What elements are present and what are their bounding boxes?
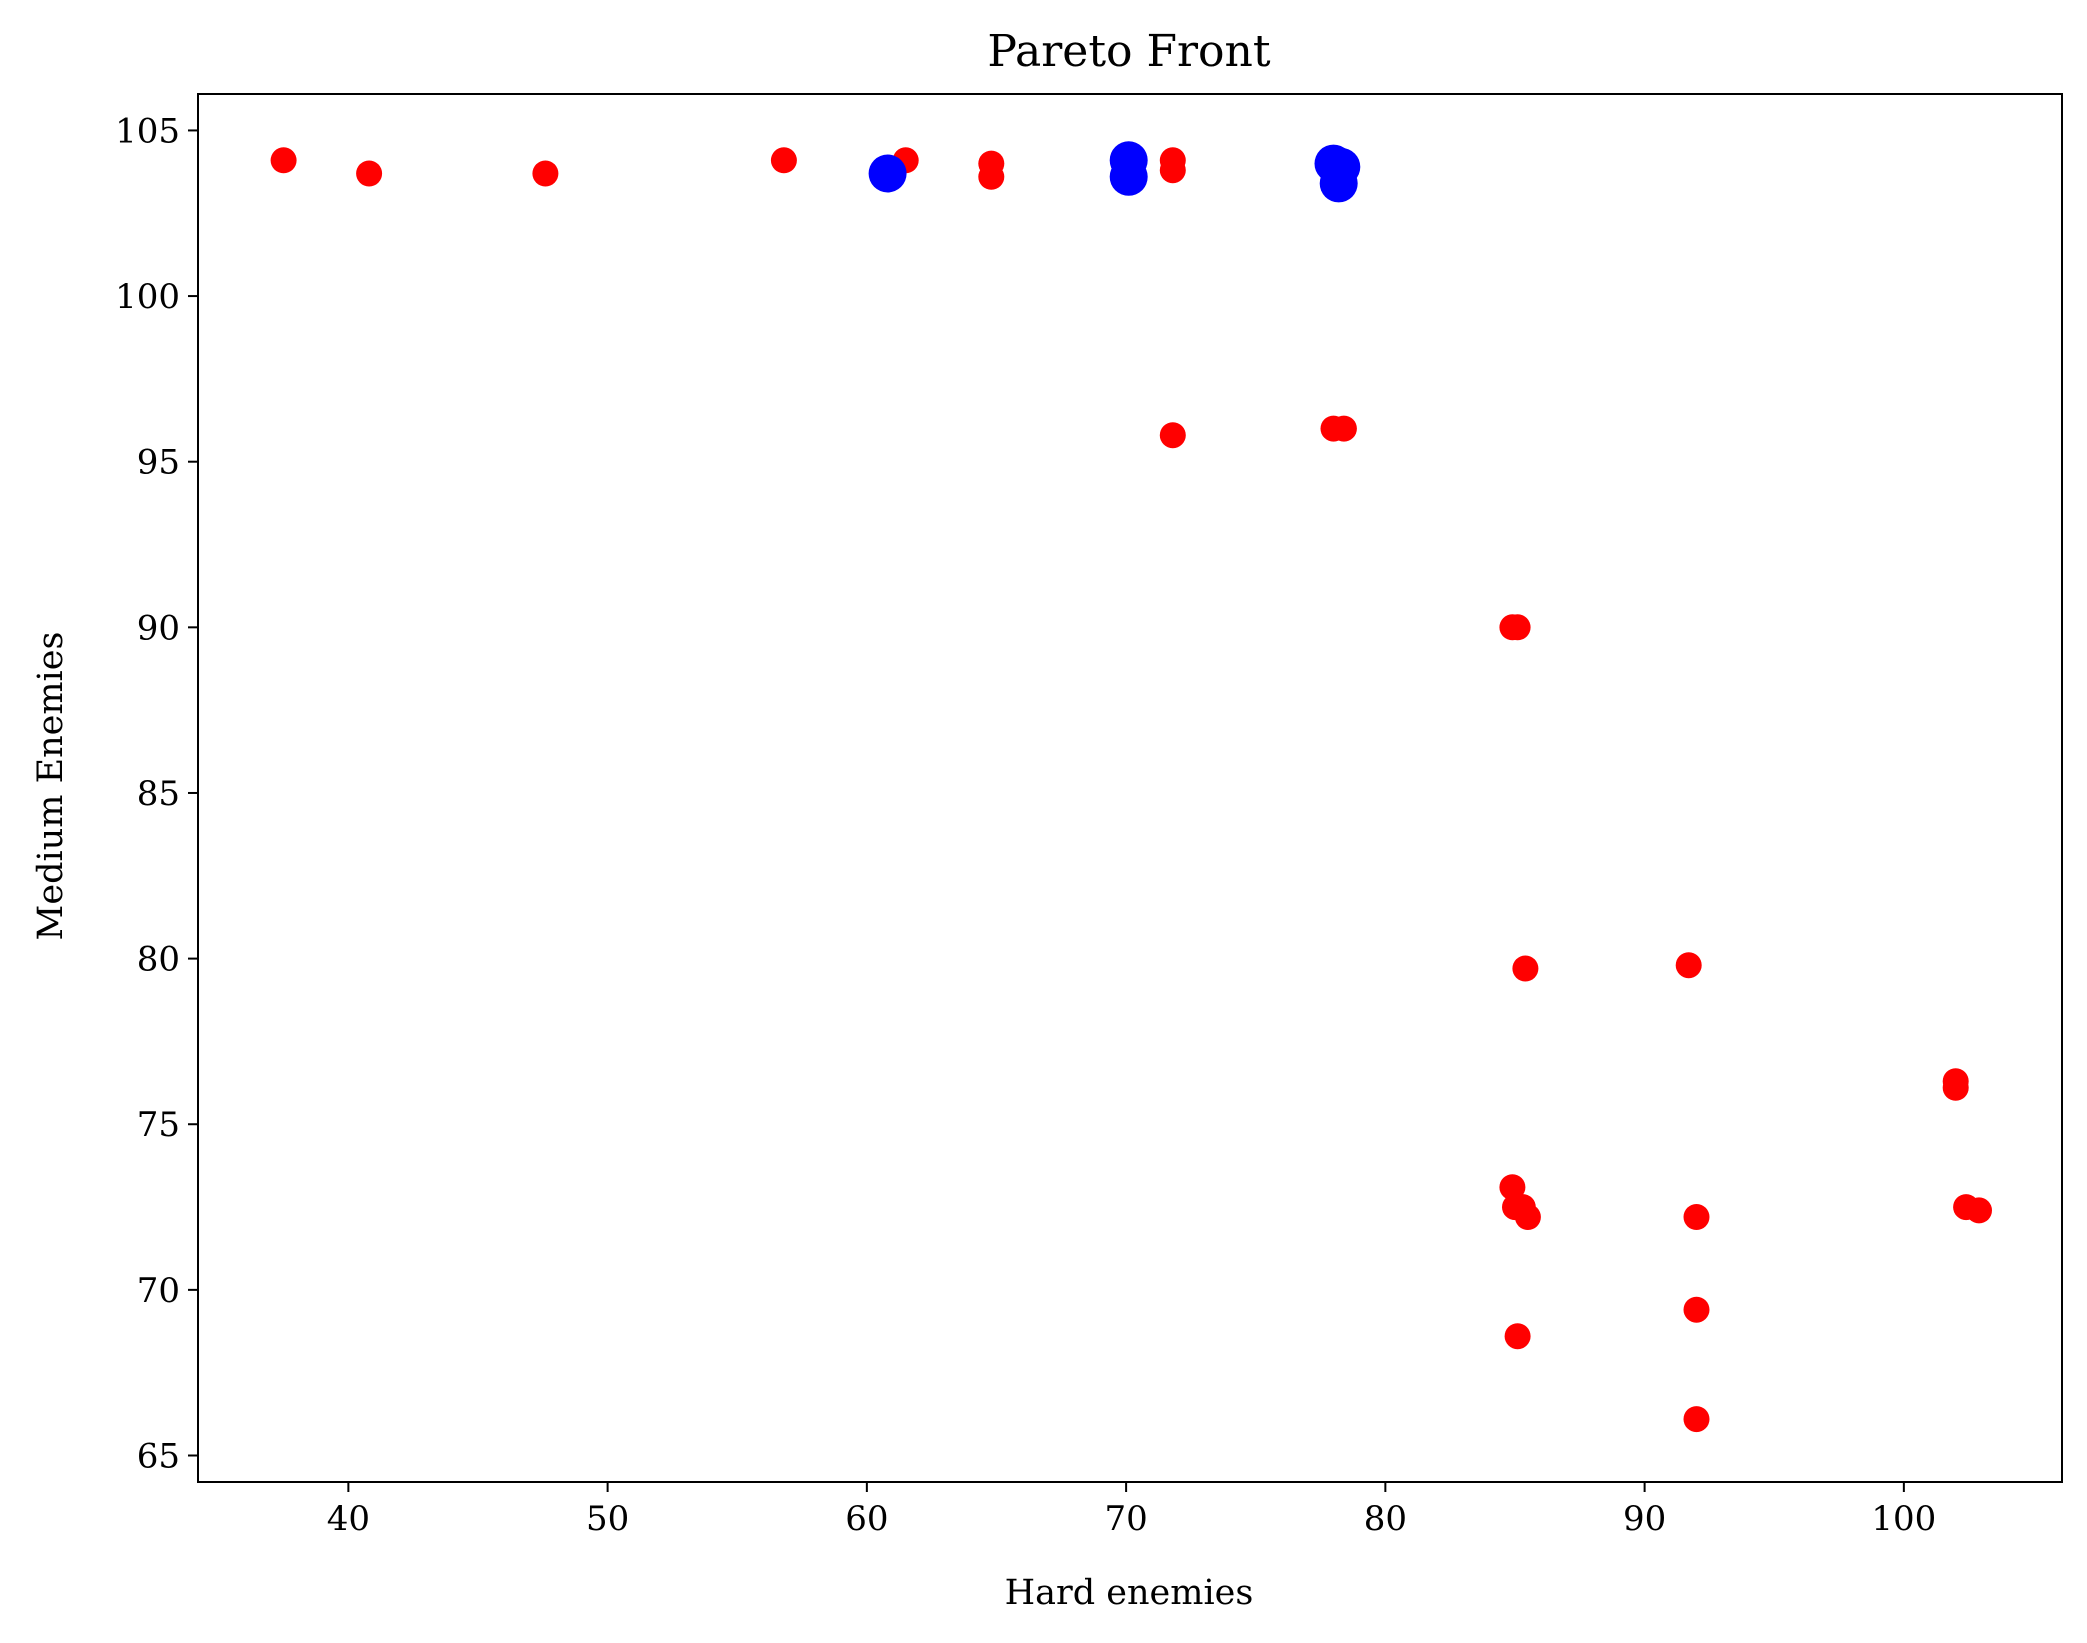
y-tick-label: 80 [137,940,180,980]
x-tick-label: 60 [845,1499,888,1539]
data-point-red [1675,952,1702,979]
x-tick-label: 50 [586,1499,629,1539]
y-tick-label: 90 [137,608,180,648]
data-point-red [1499,1174,1526,1201]
data-point-red [1966,1197,1992,1224]
data-point-red [978,163,1005,190]
chart-title: Pareto Front [987,26,1270,77]
x-tick-label: 100 [1871,1499,1936,1539]
y-tick-label: 105 [115,111,180,151]
data-point-red [770,147,797,174]
x-tick-label: 90 [1623,1499,1666,1539]
data-point-red [1942,1074,1969,1101]
x-tick-label: 40 [327,1499,370,1539]
data-point-red [1159,157,1186,184]
data-point-red [1330,415,1357,442]
y-tick-label: 65 [137,1436,180,1476]
x-tick-label: 70 [1104,1499,1147,1539]
y-tick-label: 70 [137,1271,180,1311]
y-tick-label: 95 [137,443,180,483]
data-point-red [1504,614,1531,641]
y-axis-label: Medium Enemies [31,632,71,941]
data-point-blue [868,154,907,193]
data-point-red [1683,1406,1710,1433]
y-tick-label: 100 [115,277,180,317]
x-axis-label: Hard enemies [1005,1573,1254,1613]
data-point-blue [1109,157,1148,196]
data-point-red [1159,422,1186,449]
y-tick-label: 75 [137,1105,180,1145]
data-point-red [1683,1296,1710,1323]
data-point-red [356,160,383,187]
plot-frame [197,93,2063,1483]
data-point-red [1512,955,1539,982]
data-point-red [1504,1323,1531,1350]
data-point-red [270,147,297,174]
data-point-red [1683,1204,1710,1230]
data-marks [270,141,1992,1433]
data-point-red [532,160,559,187]
data-point-blue [1319,164,1358,203]
data-point-red [1514,1204,1541,1230]
y-tick-label: 85 [137,774,180,814]
axes: 40 50 60 70 80 90 100 65 70 75 80 85 90 95 100 105 [115,93,2063,1539]
x-tick-label: 80 [1364,1499,1407,1539]
